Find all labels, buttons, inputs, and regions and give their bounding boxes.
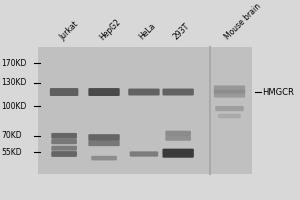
FancyBboxPatch shape [163, 149, 194, 158]
FancyBboxPatch shape [51, 146, 77, 151]
FancyBboxPatch shape [214, 90, 245, 98]
FancyBboxPatch shape [88, 88, 120, 96]
FancyBboxPatch shape [51, 151, 77, 157]
Text: 70KD: 70KD [2, 131, 22, 140]
FancyBboxPatch shape [128, 89, 160, 96]
FancyBboxPatch shape [163, 89, 194, 96]
Text: Jurkat: Jurkat [58, 19, 80, 42]
Text: HepG2: HepG2 [98, 17, 122, 42]
Text: 55KD: 55KD [2, 148, 22, 157]
FancyBboxPatch shape [218, 114, 241, 118]
Text: 100KD: 100KD [2, 102, 27, 111]
Text: HMGCR: HMGCR [262, 88, 294, 97]
FancyBboxPatch shape [51, 133, 77, 139]
FancyBboxPatch shape [50, 88, 78, 96]
FancyBboxPatch shape [88, 134, 120, 141]
Text: HeLa: HeLa [138, 22, 158, 42]
Text: 293T: 293T [172, 22, 192, 42]
FancyBboxPatch shape [165, 136, 191, 141]
FancyBboxPatch shape [91, 156, 117, 160]
Text: 130KD: 130KD [2, 78, 27, 87]
FancyBboxPatch shape [88, 140, 120, 146]
FancyBboxPatch shape [215, 106, 244, 111]
FancyBboxPatch shape [51, 139, 77, 144]
FancyBboxPatch shape [165, 131, 191, 136]
Text: Mouse brain: Mouse brain [223, 2, 263, 42]
FancyBboxPatch shape [214, 85, 245, 94]
FancyBboxPatch shape [130, 151, 158, 157]
FancyBboxPatch shape [38, 47, 252, 174]
Text: 170KD: 170KD [2, 59, 27, 68]
